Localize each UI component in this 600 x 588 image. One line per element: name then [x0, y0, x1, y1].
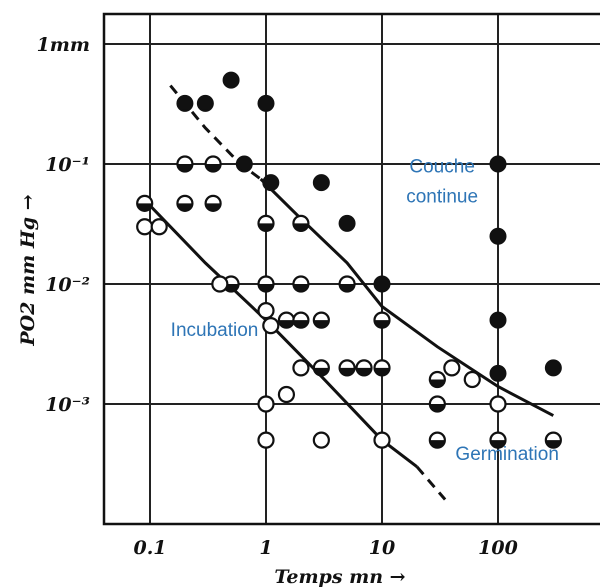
data-point-half	[544, 431, 562, 449]
x-tick-label: 10	[369, 537, 395, 559]
data-point-half	[428, 431, 446, 449]
data-point-open	[489, 395, 507, 413]
data-point-open	[277, 385, 296, 404]
data-point-open	[257, 431, 275, 449]
x-tick-label: 100	[478, 537, 518, 559]
data-point-open	[136, 218, 154, 236]
data-point-open	[211, 275, 229, 293]
data-point-open	[373, 431, 391, 449]
x-axis-title: Temps mn →	[274, 566, 405, 588]
y-tick-label: 10⁻³	[45, 394, 90, 416]
data-point-half	[257, 214, 275, 232]
data-point-half	[428, 370, 446, 389]
data-point-filled	[489, 311, 507, 329]
data-point-open	[262, 317, 280, 335]
y-axis-title: PO2 mm Hg →	[17, 194, 39, 346]
data-point-filled	[235, 155, 253, 173]
data-point-half	[176, 194, 194, 212]
data-point-half	[257, 275, 275, 293]
data-point-open	[257, 395, 275, 413]
data-point-half	[136, 194, 154, 212]
tick-labels: 0.1 1 10 100 1mm 10⁻¹ 10⁻² 10⁻³	[37, 34, 518, 559]
data-point-filled	[373, 275, 391, 293]
data-point-half	[489, 431, 507, 449]
annotation-text: continue	[406, 186, 478, 207]
data-point-half	[204, 194, 222, 212]
data-point-half	[277, 311, 296, 329]
plot-frame	[102, 12, 600, 526]
data-point-filled	[176, 94, 194, 112]
data-point-half	[312, 311, 330, 329]
data-point-half	[355, 359, 373, 377]
data-points	[136, 71, 562, 449]
data-point-filled	[489, 364, 507, 382]
y-tick-label: 10⁻²	[45, 274, 90, 296]
data-point-half	[338, 275, 356, 293]
data-point-filled	[544, 359, 562, 377]
data-point-filled	[489, 155, 507, 173]
data-point-filled	[312, 174, 330, 192]
x-tick-label: 0.1	[133, 537, 166, 559]
fit-curve	[259, 177, 554, 417]
data-point-filled	[222, 71, 240, 89]
data-point-half	[292, 214, 310, 232]
data-point-filled	[262, 174, 280, 192]
data-point-half	[292, 275, 310, 293]
data-point-half	[292, 311, 310, 329]
annotation-text: Couche	[409, 156, 475, 177]
data-point-half	[312, 359, 330, 377]
data-point-filled	[196, 94, 214, 112]
data-point-half	[373, 311, 391, 329]
y-tick-label: 1mm	[37, 34, 90, 56]
data-point-half	[176, 155, 194, 173]
data-point-open	[257, 302, 275, 320]
data-point-half	[338, 359, 356, 377]
data-point-filled	[257, 94, 275, 112]
data-point-half	[373, 359, 391, 377]
data-point-half	[204, 155, 222, 173]
fit-curve-dashed	[415, 465, 447, 501]
axis-titles: Temps mn → PO2 mm Hg →	[17, 194, 406, 588]
annotations: Couche continue Incubation Germination	[171, 156, 559, 465]
y-tick-label: 10⁻¹	[45, 154, 90, 176]
data-point-open	[150, 218, 168, 236]
x-tick-label: 1	[259, 537, 272, 559]
data-point-filled	[489, 227, 507, 245]
annotation-text: Germination	[455, 444, 559, 465]
data-point-filled	[338, 214, 356, 232]
data-point-open	[292, 359, 310, 377]
data-point-open	[443, 359, 461, 377]
data-point-half	[428, 395, 446, 413]
data-point-open	[312, 431, 330, 449]
annotation-text: Incubation	[171, 320, 259, 341]
data-point-open	[463, 370, 481, 389]
